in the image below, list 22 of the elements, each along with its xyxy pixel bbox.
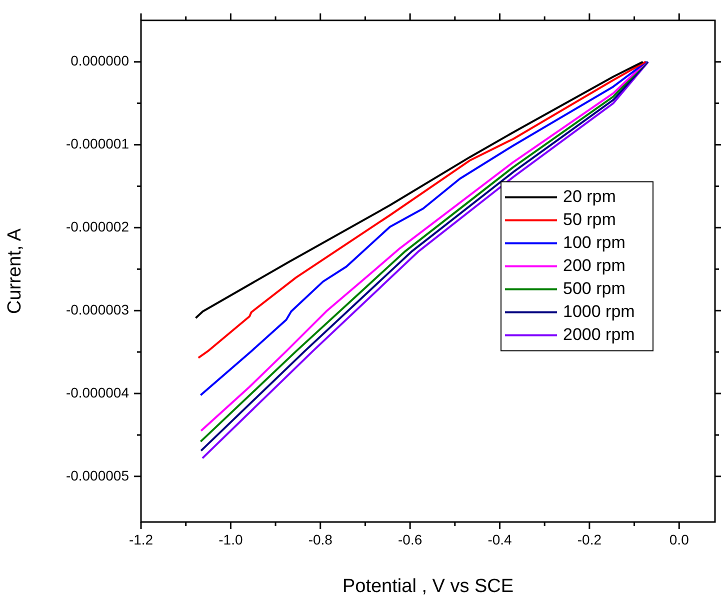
legend-label: 100 rpm [563,232,626,252]
y-tick-label: -0.000005 [66,467,130,484]
x-tick-label: -1.2 [128,531,154,548]
x-tick-label: 0.0 [669,531,690,548]
x-tick-label: -0.8 [308,531,333,548]
y-tick-label: -0.000004 [66,384,130,400]
x-tick-label: -0.2 [577,531,602,548]
legend-label: 500 rpm [563,278,626,298]
legend-label: 1000 rpm [563,302,635,321]
y-tick-label: -0.000003 [66,301,130,318]
y-tick-label: -0.000001 [66,136,130,152]
x-axis-title: Potential , V vs SCE [342,576,514,597]
x-tick-label: -0.4 [488,531,512,548]
legend-label: 50 rpm [563,210,616,229]
y-axis-title: Current, A [4,228,26,314]
legend-label: 2000 rpm [563,324,635,344]
legend-label: 20 rpm [563,186,616,206]
x-tick-label: -0.6 [398,531,422,548]
y-tick-label: -0.000002 [66,218,130,235]
legend-label: 200 rpm [563,256,626,275]
x-tick-label: -1.0 [218,531,243,548]
y-tick-label: 0.000000 [70,52,130,69]
